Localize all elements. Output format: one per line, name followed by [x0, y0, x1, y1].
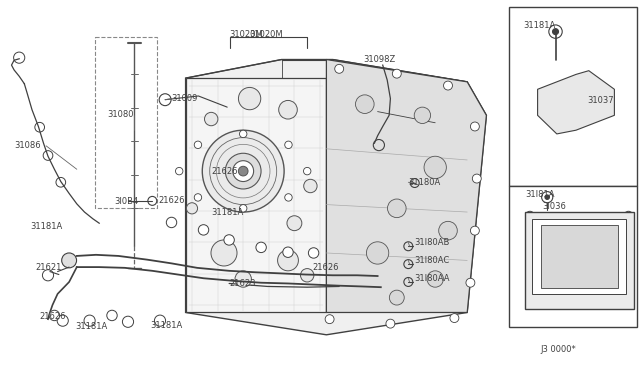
Circle shape [202, 130, 284, 212]
Text: 3I0B4: 3I0B4 [114, 197, 138, 206]
Circle shape [427, 271, 444, 287]
Circle shape [424, 156, 446, 179]
Circle shape [287, 216, 302, 231]
Text: 21623: 21623 [229, 279, 255, 288]
Text: 31080: 31080 [108, 110, 134, 119]
Circle shape [414, 107, 431, 124]
Text: 21626: 21626 [159, 196, 185, 205]
Circle shape [325, 315, 334, 324]
Text: 31086: 31086 [14, 141, 41, 150]
Circle shape [107, 310, 117, 321]
Text: 31181A: 31181A [150, 321, 182, 330]
Circle shape [205, 112, 218, 126]
Circle shape [303, 167, 311, 175]
Text: 21626: 21626 [312, 263, 339, 272]
Circle shape [194, 141, 202, 148]
Text: 3I036: 3I036 [543, 202, 566, 211]
Circle shape [198, 225, 209, 235]
Circle shape [386, 319, 395, 328]
Text: 31020M: 31020M [229, 30, 263, 39]
Circle shape [211, 240, 237, 266]
Circle shape [278, 100, 298, 119]
Circle shape [235, 271, 252, 287]
Circle shape [389, 290, 404, 305]
Circle shape [256, 242, 266, 253]
Text: 31098Z: 31098Z [364, 55, 396, 64]
Bar [509, 7, 637, 186]
Circle shape [438, 221, 458, 240]
Circle shape [545, 195, 549, 199]
Circle shape [238, 166, 248, 176]
Text: 31020M: 31020M [250, 30, 284, 39]
Circle shape [470, 226, 479, 235]
Bar [95, 37, 157, 208]
Polygon shape [186, 60, 486, 335]
Text: 31009: 31009 [172, 94, 198, 103]
Circle shape [552, 29, 559, 35]
Text: J3 0000*: J3 0000* [541, 345, 577, 354]
Polygon shape [538, 71, 614, 134]
Text: 31I80AA: 31I80AA [415, 274, 450, 283]
Circle shape [444, 81, 452, 90]
Circle shape [283, 247, 293, 257]
Circle shape [224, 235, 234, 245]
Text: 21621: 21621 [35, 263, 61, 272]
Text: 31I81A: 31I81A [525, 190, 554, 199]
Circle shape [186, 203, 198, 214]
Text: 31181A: 31181A [211, 208, 243, 217]
Circle shape [239, 130, 247, 138]
Bar [186, 78, 326, 312]
Circle shape [278, 250, 298, 271]
Circle shape [308, 248, 319, 258]
Text: 31037: 31037 [588, 96, 614, 105]
Text: 21626: 21626 [40, 312, 66, 321]
Circle shape [301, 269, 314, 282]
Circle shape [225, 153, 261, 189]
Circle shape [231, 166, 243, 177]
Circle shape [367, 242, 388, 264]
Circle shape [472, 174, 481, 183]
Bar [532, 219, 626, 294]
Circle shape [392, 69, 401, 78]
Circle shape [285, 194, 292, 201]
Circle shape [194, 194, 202, 201]
Circle shape [470, 122, 479, 131]
Text: 31I80AC: 31I80AC [415, 256, 450, 265]
Circle shape [166, 217, 177, 228]
Polygon shape [326, 60, 486, 312]
Bar [541, 225, 618, 288]
Text: 31181A: 31181A [76, 322, 108, 331]
Circle shape [239, 87, 260, 110]
Circle shape [450, 314, 459, 323]
Text: 31I80AB: 31I80AB [415, 238, 450, 247]
Text: 31181A: 31181A [31, 222, 63, 231]
Circle shape [285, 141, 292, 148]
Circle shape [387, 199, 406, 218]
Bar [525, 212, 634, 309]
Circle shape [335, 64, 344, 73]
Circle shape [233, 161, 253, 182]
Text: 31180A: 31180A [408, 178, 440, 187]
Circle shape [466, 278, 475, 287]
Text: 21626: 21626 [211, 167, 237, 176]
Circle shape [61, 253, 77, 268]
Circle shape [355, 95, 374, 113]
Circle shape [239, 205, 247, 212]
Circle shape [175, 167, 183, 175]
Circle shape [304, 179, 317, 193]
Circle shape [49, 310, 60, 321]
Text: 31181A: 31181A [524, 21, 556, 30]
Bar [509, 186, 637, 327]
